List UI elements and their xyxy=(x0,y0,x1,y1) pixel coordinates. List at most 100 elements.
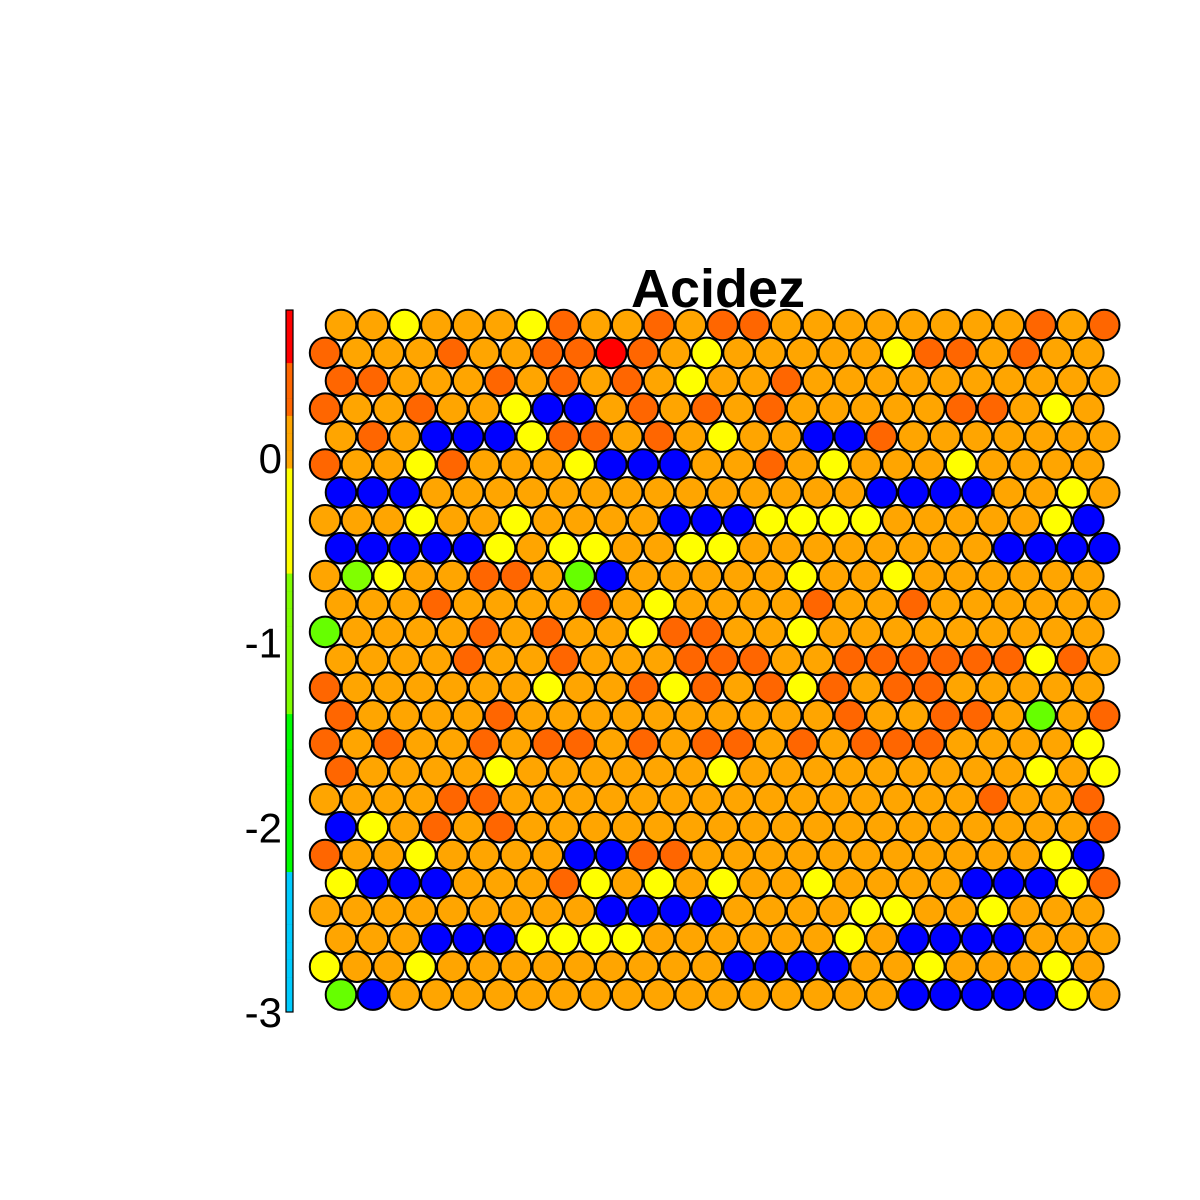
som-cell xyxy=(579,866,612,900)
som-cell xyxy=(706,364,739,398)
som-cell xyxy=(976,727,1010,760)
som-cell xyxy=(738,364,771,398)
som-cell xyxy=(420,978,453,1011)
som-cell xyxy=(499,615,533,649)
som-cell xyxy=(1024,308,1057,342)
som-cell xyxy=(992,531,1026,565)
som-cell xyxy=(483,364,517,398)
som-cell xyxy=(404,783,437,816)
som-cell xyxy=(626,448,660,481)
som-cell xyxy=(722,559,755,593)
som-cell xyxy=(913,559,946,593)
som-cell xyxy=(483,643,517,677)
som-cell xyxy=(674,308,708,342)
som-cell xyxy=(1087,364,1121,398)
som-cell xyxy=(881,727,914,760)
som-cell xyxy=(897,699,930,732)
som-cell xyxy=(944,950,978,984)
som-cell xyxy=(467,671,501,705)
som-cell xyxy=(324,810,358,844)
som-cell xyxy=(690,671,724,705)
som-cell xyxy=(1056,643,1089,677)
colorbar-segment xyxy=(286,643,293,662)
som-cell xyxy=(515,699,549,732)
som-cell xyxy=(754,615,787,649)
som-cell xyxy=(992,755,1026,788)
som-cell xyxy=(531,783,565,816)
som-cell xyxy=(308,838,342,872)
som-cell xyxy=(738,643,771,677)
colorbar-segment xyxy=(286,608,293,627)
som-cell xyxy=(547,420,580,453)
som-cell xyxy=(340,671,374,705)
som-cell xyxy=(801,308,835,342)
som-cell xyxy=(308,559,342,593)
som-cell xyxy=(404,838,437,872)
som-cell xyxy=(706,643,739,677)
som-cell xyxy=(356,755,390,788)
som-cell xyxy=(722,671,755,705)
som-cell xyxy=(992,643,1026,677)
som-cell xyxy=(960,810,994,844)
som-cell xyxy=(531,671,565,705)
som-cell xyxy=(356,531,390,565)
som-cell xyxy=(1024,978,1057,1011)
som-cell xyxy=(356,978,390,1011)
som-cell xyxy=(769,755,803,788)
som-cell xyxy=(865,364,898,398)
som-cell xyxy=(769,364,803,398)
colorbar-segment xyxy=(286,976,293,995)
som-cell xyxy=(388,866,421,900)
som-cell xyxy=(706,587,739,621)
som-cell xyxy=(467,727,501,760)
som-cell xyxy=(833,308,867,342)
som-cell xyxy=(865,866,898,900)
som-cell xyxy=(658,727,692,760)
som-cell xyxy=(690,504,724,537)
som-cell xyxy=(785,950,819,984)
som-cell xyxy=(324,364,358,398)
som-cell xyxy=(404,559,437,593)
som-cell xyxy=(626,783,660,816)
som-cell xyxy=(372,894,406,928)
som-cell xyxy=(595,894,628,928)
som-cell xyxy=(436,448,469,481)
som-cell xyxy=(769,587,803,621)
som-cell xyxy=(754,838,787,872)
colorbar-segment xyxy=(286,994,293,1013)
som-cell xyxy=(356,420,390,453)
som-cell xyxy=(547,643,580,677)
som-cell xyxy=(897,755,930,788)
som-cell xyxy=(960,531,994,565)
som-cell xyxy=(769,866,803,900)
som-cell xyxy=(849,448,883,481)
som-cell xyxy=(436,504,469,537)
som-cell xyxy=(388,476,421,509)
som-cell xyxy=(356,308,390,342)
som-cell xyxy=(785,727,819,760)
som-cell xyxy=(308,727,342,760)
som-cell xyxy=(1024,587,1057,621)
som-cell xyxy=(1072,504,1105,537)
som-cell xyxy=(944,504,978,537)
som-cell xyxy=(372,671,406,705)
som-cell xyxy=(833,643,867,677)
som-cell xyxy=(801,978,835,1011)
som-cell xyxy=(960,420,994,453)
som-cell xyxy=(595,671,628,705)
som-cell xyxy=(960,978,994,1011)
som-cell xyxy=(515,364,549,398)
som-cell xyxy=(308,671,342,705)
colorbar-segment xyxy=(286,696,293,715)
som-cell xyxy=(467,783,501,816)
som-cell xyxy=(388,922,421,956)
som-cell xyxy=(531,448,565,481)
som-cell xyxy=(420,420,453,453)
som-cell xyxy=(1040,838,1073,872)
som-cell xyxy=(785,448,819,481)
som-cell xyxy=(738,308,771,342)
som-cell xyxy=(531,392,565,426)
som-cell xyxy=(849,950,883,984)
som-cell xyxy=(976,783,1010,816)
som-cell xyxy=(738,810,771,844)
